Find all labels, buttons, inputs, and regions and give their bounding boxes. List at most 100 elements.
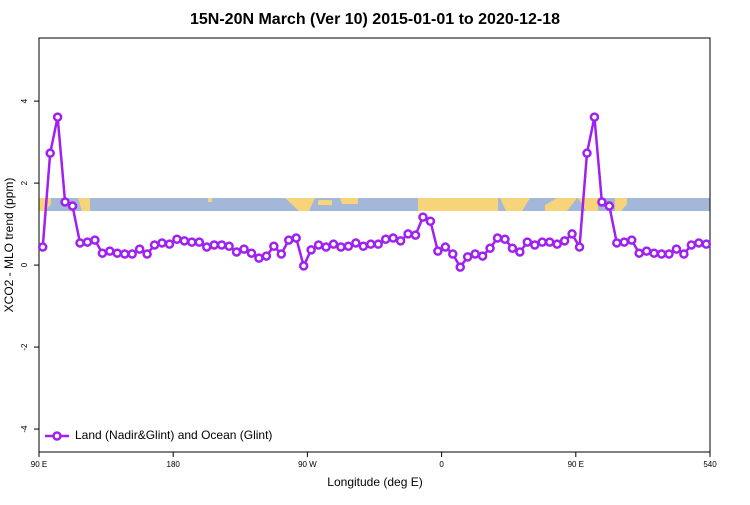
data-point bbox=[358, 241, 369, 251]
data-point bbox=[336, 242, 346, 252]
data-point bbox=[597, 197, 607, 207]
data-point bbox=[686, 240, 697, 250]
data-point bbox=[164, 239, 175, 249]
data-point bbox=[500, 234, 510, 245]
data-point bbox=[328, 239, 339, 249]
data-point bbox=[604, 201, 615, 211]
data-point bbox=[544, 237, 555, 247]
y-tick-label: 2 bbox=[20, 180, 29, 185]
data-point bbox=[619, 237, 630, 247]
data-point bbox=[202, 242, 212, 252]
data-point bbox=[462, 252, 473, 262]
data-point bbox=[589, 112, 600, 122]
data-point bbox=[433, 246, 443, 256]
data-point bbox=[477, 251, 488, 261]
data-point bbox=[60, 197, 70, 207]
data-point bbox=[97, 248, 108, 258]
x-tick-label: 540 bbox=[703, 460, 717, 469]
data-point bbox=[254, 253, 264, 263]
data-point bbox=[157, 238, 167, 248]
data-point bbox=[388, 233, 398, 243]
data-point bbox=[291, 233, 301, 243]
data-point bbox=[552, 239, 562, 249]
data-point bbox=[261, 251, 272, 261]
data-point bbox=[679, 249, 689, 259]
legend-marker bbox=[52, 431, 62, 441]
x-tick-label: 90 E bbox=[31, 460, 47, 469]
data-point bbox=[52, 112, 63, 122]
data-point bbox=[373, 239, 383, 249]
data-point bbox=[142, 249, 152, 259]
chart-title: 15N-20N March (Ver 10) 2015-01-01 to 202… bbox=[190, 11, 560, 28]
data-point bbox=[321, 242, 331, 252]
data-point bbox=[231, 247, 242, 257]
data-point bbox=[194, 237, 205, 247]
x-axis-label: Longitude (deg E) bbox=[327, 475, 422, 489]
data-point bbox=[343, 241, 354, 251]
data-point bbox=[127, 249, 137, 259]
data-point bbox=[298, 261, 309, 271]
data-point bbox=[172, 234, 182, 245]
data-point bbox=[105, 246, 115, 256]
data-point bbox=[574, 242, 585, 252]
data-point bbox=[507, 243, 518, 254]
legend-label: Land (Nadir&Glint) and Ocean (Glint) bbox=[75, 428, 272, 442]
data-point bbox=[395, 236, 406, 246]
land-ocean-strip bbox=[39, 198, 710, 211]
data-point bbox=[134, 244, 145, 254]
data-point bbox=[313, 240, 324, 250]
data-point bbox=[626, 235, 637, 245]
data-point bbox=[351, 238, 361, 248]
data-point bbox=[37, 242, 48, 252]
y-tick-label: 0 bbox=[20, 262, 29, 267]
data-point bbox=[567, 229, 577, 239]
data-point bbox=[284, 235, 294, 245]
data-point bbox=[187, 237, 197, 247]
data-point bbox=[582, 148, 592, 158]
data-point bbox=[694, 238, 704, 248]
data-point bbox=[455, 262, 465, 272]
data-point bbox=[664, 249, 674, 259]
data-point bbox=[216, 240, 227, 250]
x-tick-label: 0 bbox=[439, 460, 444, 469]
data-point bbox=[701, 239, 712, 249]
data-point bbox=[537, 237, 547, 247]
data-point bbox=[112, 248, 123, 258]
data-point bbox=[119, 249, 130, 259]
data-point bbox=[559, 236, 570, 246]
data-point bbox=[403, 229, 413, 239]
data-point bbox=[418, 212, 428, 222]
data-point bbox=[75, 238, 85, 248]
data-point bbox=[239, 244, 249, 254]
data-point bbox=[67, 201, 78, 211]
data-point bbox=[380, 234, 391, 245]
x-tick-label: 90 E bbox=[568, 460, 584, 469]
data-point bbox=[649, 248, 659, 258]
data-point bbox=[522, 237, 533, 247]
data-point bbox=[485, 243, 495, 254]
data-point bbox=[90, 235, 100, 245]
data-point bbox=[82, 237, 93, 247]
x-tick-label: 90 W bbox=[298, 460, 317, 469]
y-tick-label: -4 bbox=[20, 425, 29, 433]
data-point bbox=[612, 238, 622, 248]
data-point bbox=[515, 247, 525, 257]
data-point bbox=[45, 148, 55, 158]
y-tick-label: -2 bbox=[20, 343, 29, 351]
data-point bbox=[634, 248, 644, 258]
data-point bbox=[366, 239, 376, 249]
data-point bbox=[246, 248, 257, 258]
data-point bbox=[209, 240, 219, 250]
y-axis-label: XCO2 - MLO trend (ppm) bbox=[2, 178, 16, 313]
data-point bbox=[306, 245, 316, 255]
data-point bbox=[224, 241, 234, 251]
data-point bbox=[425, 216, 436, 226]
data-point bbox=[671, 244, 682, 254]
data-point bbox=[530, 240, 540, 250]
y-tick-label: 4 bbox=[20, 98, 29, 103]
data-point bbox=[440, 242, 451, 252]
data-point bbox=[492, 233, 503, 243]
data-point bbox=[179, 236, 190, 246]
x-tick-label: 180 bbox=[167, 460, 181, 469]
